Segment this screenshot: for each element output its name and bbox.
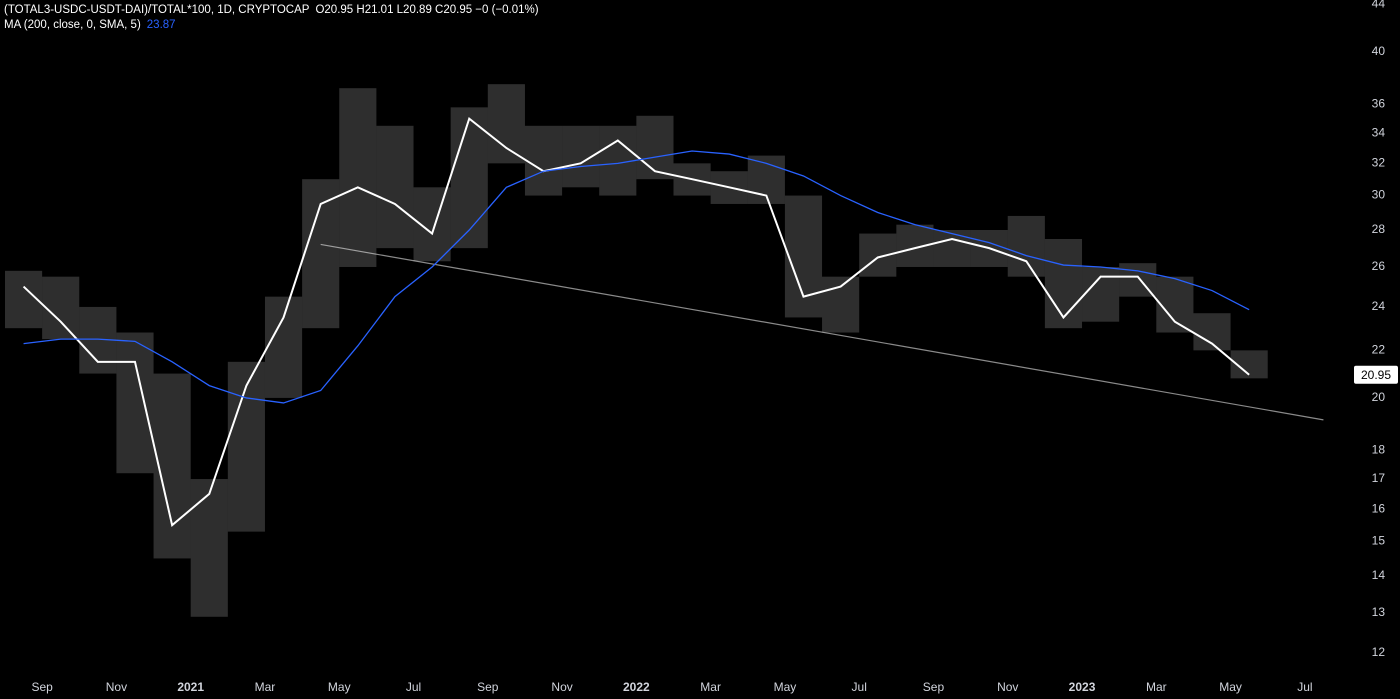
price-line xyxy=(22,116,1250,527)
x-tick-label: May xyxy=(1219,680,1242,694)
price-range xyxy=(933,229,971,267)
price-range xyxy=(42,276,80,340)
y-tick-label: 20 xyxy=(1372,390,1386,404)
price-range xyxy=(822,276,860,333)
price-range xyxy=(153,373,191,559)
price-range xyxy=(1044,238,1083,329)
price-range xyxy=(562,125,600,188)
y-tick-label: 15 xyxy=(1372,534,1386,548)
x-tick-label: Sep xyxy=(477,680,499,694)
price-range xyxy=(339,88,377,267)
x-tick-label: Mar xyxy=(1146,680,1167,694)
y-tick-label: 16 xyxy=(1372,501,1386,515)
price-tag-box xyxy=(1354,365,1398,384)
y-tick-label: 17 xyxy=(1372,471,1386,485)
x-tick-label: Jul xyxy=(852,680,867,694)
price-range xyxy=(636,115,674,180)
trendline xyxy=(320,243,1324,421)
price-range xyxy=(190,479,228,617)
price-range xyxy=(1082,266,1120,322)
y-tick-label: 34 xyxy=(1372,125,1386,139)
price-range xyxy=(1007,215,1045,277)
x-tick-label: 2023 xyxy=(1069,680,1096,694)
x-tick-label: 2021 xyxy=(177,680,204,694)
x-tick-label: Jul xyxy=(1297,680,1312,694)
x-tick-label: May xyxy=(328,680,351,694)
y-tick-label: 28 xyxy=(1372,222,1386,236)
price-range xyxy=(116,332,154,474)
ma-line xyxy=(23,150,1250,404)
x-tick-label: Mar xyxy=(700,680,721,694)
y-tick-label: 13 xyxy=(1372,605,1386,619)
x-tick-label: Mar xyxy=(255,680,276,694)
price-range xyxy=(376,125,414,249)
ohlc-readout: O20.95 H21.01 L20.89 C20.95 −0 (−0.01%) xyxy=(315,4,538,16)
y-tick-label: 14 xyxy=(1372,568,1386,582)
x-tick-label: Sep xyxy=(923,680,945,694)
price-range xyxy=(302,179,340,329)
y-tick-label: 18 xyxy=(1372,443,1386,457)
y-tick-label: 12 xyxy=(1372,645,1386,659)
y-tick-label: 36 xyxy=(1372,97,1386,111)
price-range xyxy=(524,125,563,196)
x-tick-label: 2022 xyxy=(623,680,650,694)
x-tick-label: Nov xyxy=(106,680,127,694)
ma-legend: MA (200, close, 0, SMA, 5) xyxy=(4,19,141,31)
x-tick-label: Nov xyxy=(997,680,1018,694)
y-tick-label: 32 xyxy=(1372,156,1386,170)
y-tick-label: 26 xyxy=(1372,259,1386,273)
price-tag: 20.95 xyxy=(1361,368,1391,382)
y-tick-label: 30 xyxy=(1372,188,1386,202)
price-range xyxy=(487,84,525,164)
y-tick-label: 22 xyxy=(1372,343,1386,357)
price-range xyxy=(227,361,265,532)
price-range xyxy=(784,195,823,318)
x-tick-label: Sep xyxy=(31,680,53,694)
ma-value: 23.87 xyxy=(147,19,176,31)
price-range xyxy=(1156,276,1194,333)
x-tick-label: Nov xyxy=(551,680,572,694)
x-tick-label: Jul xyxy=(406,680,421,694)
y-tick-label: 40 xyxy=(1372,44,1386,58)
price-range xyxy=(450,107,488,249)
x-tick-label: May xyxy=(774,680,797,694)
y-tick-label: 24 xyxy=(1372,299,1386,313)
chart-title: (TOTAL3-USDC-USDT-DAI)/TOTAL*100, 1D, CR… xyxy=(4,4,310,16)
y-tick-label: 44 xyxy=(1372,0,1386,11)
price-range xyxy=(264,296,303,398)
